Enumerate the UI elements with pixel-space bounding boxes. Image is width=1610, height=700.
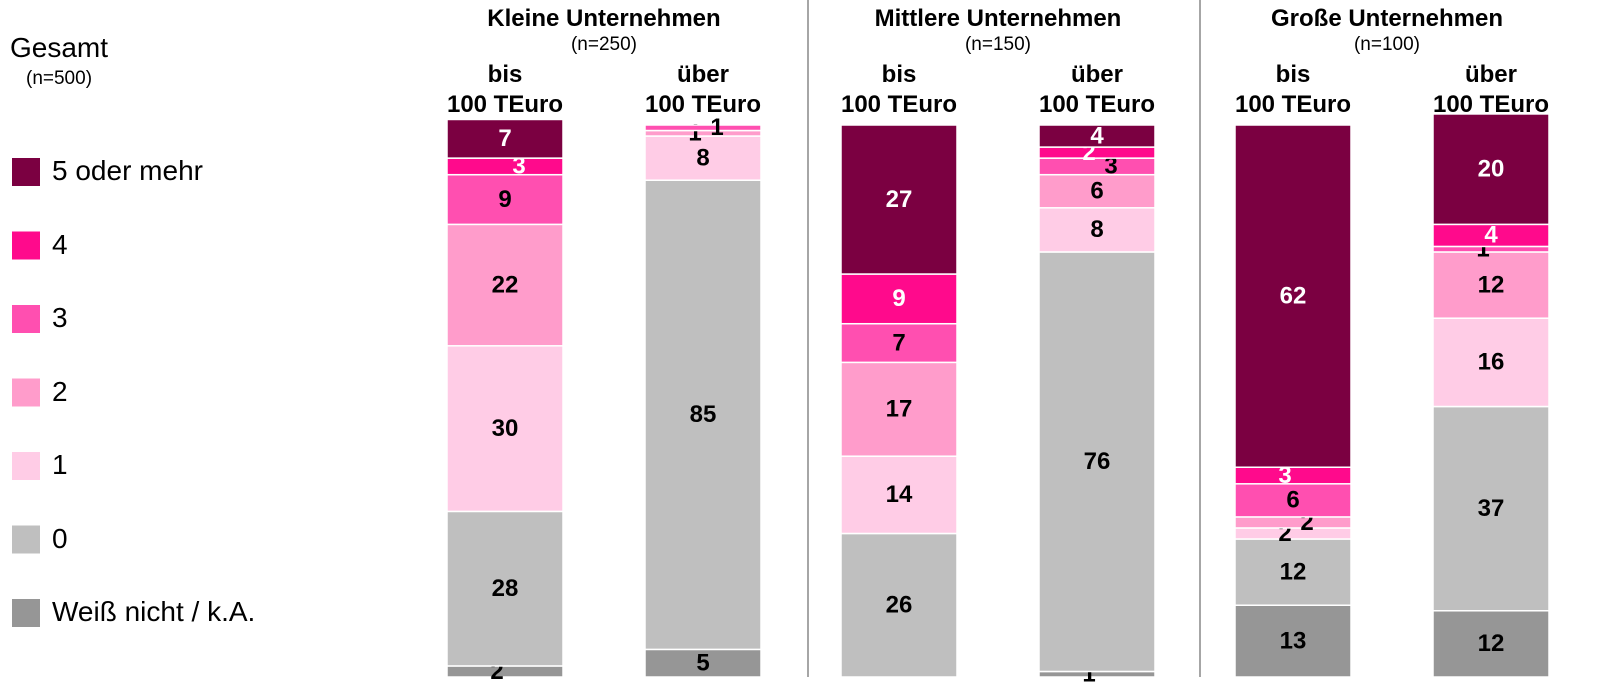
data-label: 62 (1280, 282, 1307, 309)
bar-segment (644, 135, 762, 181)
data-label: 1 (710, 114, 723, 141)
data-label: 14 (886, 481, 913, 508)
legend-subtitle: (n=500) (26, 68, 93, 89)
data-label: 3 (1278, 462, 1291, 489)
data-label: 6 (1090, 178, 1103, 205)
bar-segment (1432, 251, 1550, 319)
group-title: Große Unternehmen (1270, 5, 1504, 32)
category-label: über 100 TEuro (644, 61, 762, 118)
bar-segment (1432, 113, 1550, 226)
bar-segment (1432, 317, 1550, 408)
data-label: 13 (1280, 627, 1307, 654)
legend-label: Weiß nicht / k.A. (52, 596, 256, 627)
data-label: 85 (690, 401, 717, 428)
data-label: 16 (1478, 349, 1505, 376)
bar-segment (1038, 670, 1156, 678)
data-label: 12 (1280, 558, 1307, 585)
legend-label: 1 (52, 449, 68, 480)
data-label: 9 (892, 285, 905, 312)
bar-segment (1432, 610, 1550, 678)
bar-segment (1038, 157, 1156, 176)
legend-swatch (12, 599, 40, 627)
data-label: 3 (512, 153, 525, 180)
data-label: 8 (696, 144, 709, 171)
data-label: 22 (492, 271, 519, 298)
data-label: 30 (492, 415, 519, 442)
data-label: 4 (1484, 222, 1498, 249)
legend-label: 4 (52, 228, 68, 260)
category-label: über 100 TEuro (1432, 61, 1550, 118)
data-label: 7 (892, 329, 905, 356)
data-label: 6 (1286, 487, 1299, 514)
legend-title: Gesamt (10, 32, 109, 63)
data-label: 20 (1478, 156, 1505, 183)
data-label: 1 (688, 120, 701, 147)
data-label: 12 (1478, 630, 1505, 657)
bar-segment (644, 179, 762, 651)
group-title: Mittlere Unternehmen (874, 5, 1122, 32)
legend-swatch (12, 305, 40, 333)
group-title: Kleine Unternehmen (487, 5, 721, 32)
group-subtitle: (n=100) (1353, 34, 1421, 55)
legend-label: 0 (52, 522, 68, 554)
bar-segment (644, 648, 762, 678)
bar-segment (840, 273, 958, 325)
data-label: 27 (886, 186, 913, 213)
category-label: über 100 TEuro (1038, 61, 1156, 118)
data-label: 3 (1104, 153, 1117, 180)
legend-label: 3 (52, 302, 68, 333)
bar-segment (1038, 173, 1156, 209)
legend-swatch (12, 378, 40, 407)
legend-label: 2 (52, 375, 68, 407)
bar-segment (446, 157, 564, 176)
bar-segment (840, 322, 958, 364)
legend-label: 5 oder mehr (52, 155, 203, 186)
bar-segment (446, 510, 564, 667)
data-label: 12 (1478, 271, 1505, 298)
category-label: bis 100 TEuro (840, 61, 958, 118)
group-subtitle: (n=250) (570, 34, 638, 55)
category-label: bis 100 TEuro (446, 61, 564, 118)
bar-segment (1234, 124, 1352, 468)
bar-segment (1234, 527, 1352, 540)
legend-swatch (12, 525, 40, 554)
data-label: 37 (1478, 495, 1505, 522)
bar-segment (1234, 466, 1352, 485)
data-label: 8 (1090, 216, 1103, 243)
bar-segment (1234, 604, 1352, 678)
data-label: 5 (696, 650, 709, 677)
legend-swatch (12, 231, 40, 260)
bar-segment (644, 124, 762, 132)
bar-segment (1038, 251, 1156, 673)
bar-segment (1234, 538, 1352, 606)
data-label: 7 (498, 125, 511, 152)
bar-segment (840, 124, 958, 275)
bar-segment (1234, 483, 1352, 518)
legend-swatch (12, 158, 40, 186)
data-label: 9 (498, 186, 511, 213)
bar-segment (644, 129, 762, 137)
legend-swatch (12, 452, 40, 480)
bar-segment (1038, 124, 1156, 148)
bar-segment (446, 118, 564, 159)
bar-segment (446, 345, 564, 513)
group-subtitle: (n=150) (964, 34, 1032, 55)
bar-segment (1432, 405, 1550, 612)
bar-segment (1038, 207, 1156, 253)
category-label: bis 100 TEuro (1234, 61, 1352, 118)
data-label: 17 (886, 396, 913, 423)
data-label: 76 (1084, 448, 1111, 475)
data-label: 26 (886, 592, 913, 619)
data-label: 28 (492, 575, 519, 602)
data-label: 4 (1090, 122, 1104, 149)
bar-segment (446, 665, 564, 678)
bar-segment (1234, 516, 1352, 529)
